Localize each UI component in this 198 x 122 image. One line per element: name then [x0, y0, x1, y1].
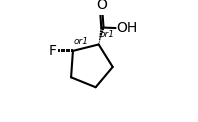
Text: or1: or1	[74, 37, 89, 46]
Text: O: O	[96, 0, 107, 12]
Text: F: F	[49, 44, 57, 58]
Text: OH: OH	[116, 21, 137, 35]
Text: or1: or1	[99, 30, 114, 39]
